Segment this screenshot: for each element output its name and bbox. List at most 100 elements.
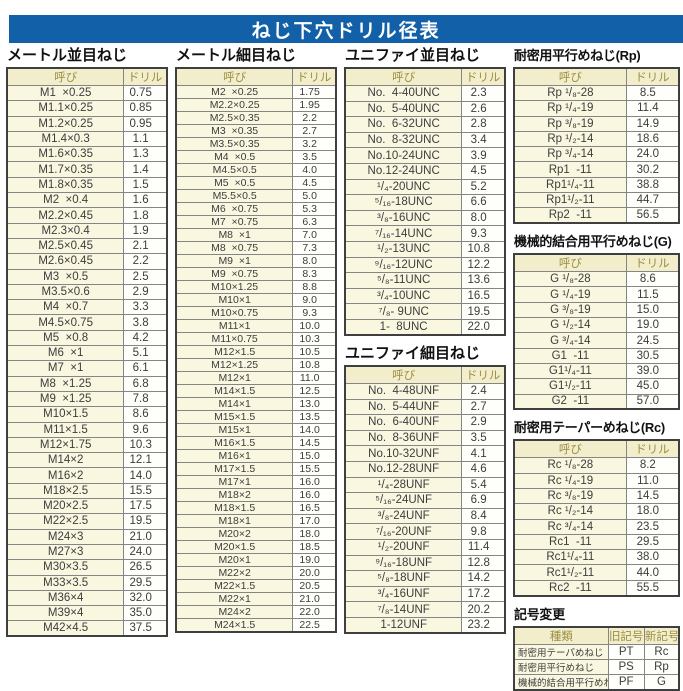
- name-cell: M7 ×0.75: [175, 215, 294, 229]
- drill-cell: 38.0: [625, 549, 680, 566]
- name-cell: M18×2: [175, 488, 294, 502]
- drill-cell: 2.5: [123, 268, 168, 285]
- drill-column-header: ドリル: [625, 439, 680, 459]
- name-cell: M14×2: [6, 452, 125, 469]
- table-columns: メートル並目ねじ 呼び ドリル M1 ×0.25 0.75 M1.1×0.25 0.8…: [6, 46, 680, 691]
- table-row: Rp ³/₄-14 24.0: [513, 146, 680, 163]
- name-cell: M5.5×0.5: [175, 189, 294, 203]
- drill-cell: 16.0: [292, 475, 337, 489]
- name-cell: ¹/₂-20UNF: [344, 538, 463, 556]
- page-title: ねじ下穴ドリル径表: [251, 20, 441, 42]
- table-row: ¹/₂-13UNC 10.8: [344, 240, 506, 258]
- name-cell: M18×1.5: [175, 501, 294, 515]
- drill-cell: 14.5: [625, 487, 680, 505]
- drill-cell: 4.1: [461, 445, 506, 462]
- g-table: 呼び ドリル G ¹/₈-28 8.6 G ¹/₄-19 11.5 G ³/₈-19 15…: [513, 253, 680, 411]
- table-row: M2 ×0.4 1.6: [6, 192, 168, 209]
- rp-title: 耐密用平行めねじ(Rp): [514, 48, 641, 63]
- drill-cell: 5.0: [292, 189, 337, 203]
- name-cell: M1.7×0.35: [6, 161, 125, 178]
- drill-cell: 14.2: [461, 570, 506, 587]
- table-row: M12×1.75 10.3: [6, 436, 168, 454]
- table-row: M27×3 24.0: [6, 543, 168, 561]
- table-row: No.10-32UNF 4.1: [344, 445, 506, 462]
- name-cell: M1.4×0.3: [6, 130, 125, 148]
- name-cell: ¹/₄-20UNC: [344, 178, 463, 196]
- table-row: M8 ×1 7.0: [175, 228, 337, 242]
- table-row: M6 ×0.75 5.3: [175, 202, 337, 216]
- drill-cell: 4.5: [292, 176, 337, 190]
- name-cell: M30×3.5: [6, 559, 125, 576]
- table-row: M9 ×0.75 8.3: [175, 267, 337, 281]
- name-cell: M8 ×1.25: [6, 375, 125, 392]
- table-row: ⁷/₁₆-14UNC 9.3: [344, 225, 506, 242]
- drill-cell: 2.7: [292, 124, 337, 138]
- drill-cell: 14.9: [625, 115, 680, 132]
- drill-cell: 24.0: [123, 543, 168, 561]
- table-row: M2.6×0.45 2.2: [6, 253, 168, 270]
- drill-cell: 1.95: [292, 98, 337, 112]
- sym-cell: G: [643, 673, 680, 690]
- drill-cell: 3.3: [123, 299, 168, 316]
- drill-cell: 8.6: [625, 271, 680, 288]
- table-row: G ¹/₂-14 19.0: [513, 317, 680, 334]
- table-row: Rc ³/₈-19 14.5: [513, 487, 680, 505]
- new-symbol-column-header: 新記号: [643, 626, 680, 645]
- table-row: 1- 8UNC 22.0: [344, 318, 506, 336]
- name-cell: Rc1 -11: [513, 533, 627, 551]
- drill-cell: 21.0: [123, 528, 168, 545]
- drill-cell: 13.5: [292, 410, 337, 424]
- name-cell: M10×1: [175, 293, 294, 307]
- table-row: ⁵/₁₆-24UNF 6.9: [344, 492, 506, 509]
- unified-coarse-title: ユニファイ並目ねじ: [345, 47, 481, 64]
- sym-cell: PF: [607, 673, 645, 690]
- name-cell: M11×1.5: [6, 421, 125, 438]
- name-cell: No.10-24UNC: [344, 147, 463, 164]
- name-column-header: 呼び: [513, 439, 627, 459]
- page-title-bar: ねじ下穴ドリル径表: [9, 15, 683, 43]
- table-row: M1.1×0.25 0.85: [6, 100, 168, 117]
- table-row: Rc ³/₄-14 23.5: [513, 518, 680, 535]
- drill-cell: 6.3: [292, 215, 337, 229]
- drill-cell: 8.0: [461, 209, 506, 227]
- table-row: M1.7×0.35 1.4: [6, 161, 168, 178]
- name-cell: M10×0.75: [175, 306, 294, 320]
- name-cell: 耐密用テーパめねじ: [513, 643, 609, 660]
- name-cell: M16×2: [6, 467, 125, 484]
- drill-cell: 22.0: [461, 318, 506, 336]
- table-row: M3 ×0.5 2.5: [6, 268, 168, 285]
- drill-cell: 10.8: [292, 358, 337, 372]
- drill-cell: 26.5: [123, 559, 168, 576]
- name-cell: M2 ×0.4: [6, 192, 125, 209]
- name-cell: G ¹/₈-28: [513, 271, 627, 288]
- table-row: M2 ×0.25 1.75: [175, 85, 337, 99]
- name-cell: M20×2.5: [6, 498, 125, 515]
- table-row: G1¹/₄-11 39.0: [513, 362, 680, 380]
- name-cell: ¹/₄-28UNF: [344, 476, 463, 494]
- metric-fine-title: メートル細目ねじ: [176, 47, 297, 64]
- name-cell: ⁷/₁₆-20UNF: [344, 523, 463, 540]
- drill-cell: 30.2: [625, 161, 680, 178]
- drill-cell: 21.0: [292, 592, 337, 606]
- name-cell: M20×1: [175, 553, 294, 567]
- name-cell: M18×1: [175, 514, 294, 528]
- name-cell: M4.5×0.75: [6, 314, 125, 331]
- drill-cell: 2.9: [461, 414, 506, 431]
- name-cell: M17×1: [175, 475, 294, 489]
- name-cell: M2.2×0.45: [6, 207, 125, 224]
- drill-cell: 11.4: [625, 100, 680, 117]
- drill-cell: 56.5: [625, 207, 680, 224]
- drill-cell: 18.0: [292, 527, 337, 541]
- drill-cell: 16.5: [292, 501, 337, 515]
- drill-cell: 8.2: [625, 457, 680, 474]
- name-cell: No. 4-40UNC: [344, 85, 463, 102]
- drill-cell: 11.0: [292, 371, 337, 385]
- drill-cell: 8.4: [461, 507, 506, 525]
- table-row: M4.5×0.75 3.8: [6, 314, 168, 331]
- drill-cell: 14.0: [292, 423, 337, 437]
- drill-cell: 44.7: [625, 192, 680, 209]
- name-cell: M24×2: [175, 605, 294, 619]
- table-row: M1.2×0.25 0.95: [6, 115, 168, 132]
- symbol-change-table: 種類 旧記号 新記号 耐密用テーパめねじ PT Rc 耐密用平行めねじ PS Rp 機械的結…: [513, 625, 680, 691]
- drill-cell: 6.6: [461, 194, 506, 211]
